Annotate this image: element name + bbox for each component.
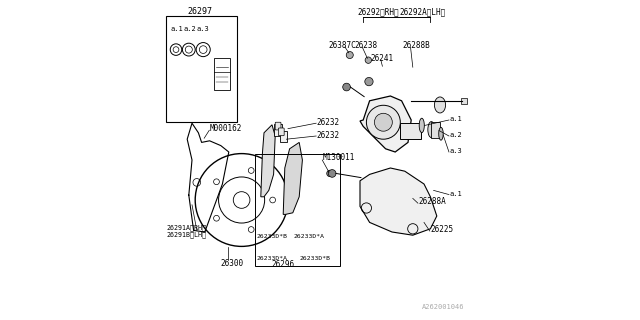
Bar [214, 58, 230, 90]
Text: a.3: a.3 [197, 26, 209, 32]
Bar [461, 98, 467, 104]
Text: a.1: a.1 [450, 191, 462, 196]
Text: 26300: 26300 [221, 260, 244, 268]
Text: 26225: 26225 [430, 225, 454, 234]
Bar [166, 16, 237, 122]
Text: M130011: M130011 [323, 153, 355, 162]
FancyBboxPatch shape [275, 122, 281, 130]
Bar [280, 131, 287, 142]
Polygon shape [261, 125, 275, 197]
Text: 26292〈RH〉: 26292〈RH〉 [358, 8, 399, 17]
Circle shape [343, 83, 351, 91]
Text: a.1: a.1 [170, 26, 183, 32]
Text: 26291B〈LH〉: 26291B〈LH〉 [166, 231, 206, 237]
Text: 26238: 26238 [355, 41, 378, 50]
Text: a.1: a.1 [450, 116, 462, 122]
Bar [255, 154, 340, 266]
Ellipse shape [419, 118, 424, 132]
Text: 26233D*B: 26233D*B [300, 256, 330, 261]
Text: A262001046: A262001046 [422, 304, 464, 309]
Circle shape [367, 105, 401, 139]
Circle shape [365, 77, 373, 86]
Circle shape [374, 113, 392, 131]
Circle shape [327, 170, 333, 177]
Polygon shape [283, 142, 302, 214]
Ellipse shape [428, 122, 435, 138]
Polygon shape [360, 168, 437, 235]
Ellipse shape [435, 97, 445, 113]
Bar [274, 124, 282, 136]
Text: 26288A: 26288A [419, 197, 446, 206]
Text: 26233D*A: 26233D*A [294, 234, 324, 239]
Text: a.2: a.2 [184, 26, 196, 32]
Text: 26291A〈RH〉: 26291A〈RH〉 [166, 224, 206, 230]
Text: M000162: M000162 [210, 124, 242, 132]
Text: 26241: 26241 [371, 54, 394, 63]
Text: 26292A〈LH〉: 26292A〈LH〉 [399, 8, 445, 17]
Text: 26288B: 26288B [403, 41, 430, 50]
Text: 26297: 26297 [187, 7, 212, 16]
Circle shape [365, 57, 371, 63]
Text: 26233D*A: 26233D*A [257, 256, 287, 261]
Text: 26296: 26296 [271, 260, 295, 269]
Polygon shape [360, 96, 412, 152]
Text: 26232: 26232 [317, 118, 340, 127]
Circle shape [346, 52, 353, 59]
Bar [431, 122, 440, 138]
Text: a.3: a.3 [450, 148, 462, 154]
Text: 26233D*B: 26233D*B [257, 234, 287, 239]
Ellipse shape [439, 127, 443, 140]
Text: a.2: a.2 [450, 132, 462, 138]
Circle shape [328, 170, 336, 177]
FancyBboxPatch shape [278, 128, 284, 136]
Text: 26387C: 26387C [329, 41, 356, 50]
Text: 26232: 26232 [317, 131, 340, 140]
Bar [400, 123, 421, 139]
